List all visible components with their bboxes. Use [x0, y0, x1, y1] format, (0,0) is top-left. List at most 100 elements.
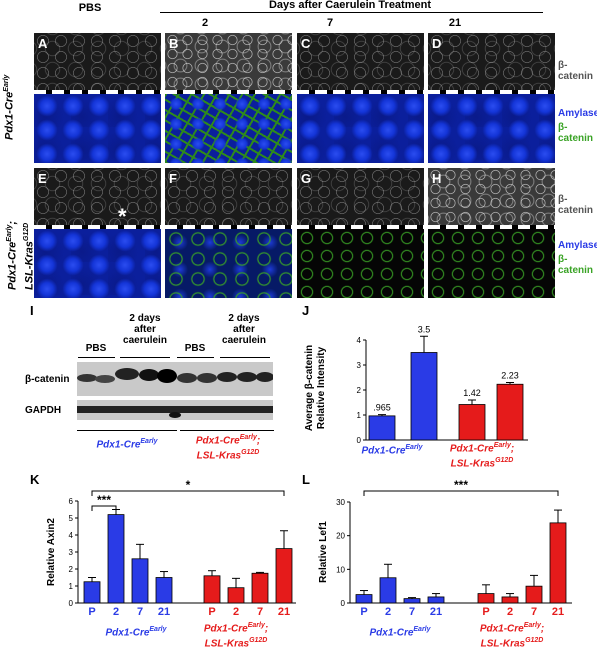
asterisk-marker: *: [118, 204, 127, 229]
bar: [458, 404, 486, 441]
wb-gapdh-label: GAPDH: [25, 405, 62, 416]
wb-rule-1: [78, 357, 115, 358]
category-label: 2: [233, 606, 239, 615]
category-label: P: [482, 606, 489, 615]
bar: [525, 585, 543, 604]
wb-bcat-blot: [77, 362, 274, 396]
wb-pbs-2: PBS: [184, 343, 206, 354]
category-label: 21: [278, 606, 290, 615]
data-label: 3.5: [418, 324, 431, 334]
wb-bcat-label: β-catenin: [25, 374, 70, 385]
y-tick-label: 4: [69, 531, 74, 540]
side-label-amylase-1: Amylase: [558, 108, 597, 119]
data-label: 1.42: [463, 388, 481, 398]
wb-geno-rule-2: [180, 430, 274, 431]
bar: [501, 596, 519, 604]
category-label: P: [208, 606, 215, 615]
chart-l-group-1: Pdx1-CreEarly: [369, 626, 431, 639]
header-day-21: 21: [448, 17, 462, 29]
y-tick-label: 2: [69, 565, 74, 574]
category-label: 2: [113, 606, 119, 615]
wb-genotype-2: Pdx1-CreEarly; LSL-KrasG12D: [195, 434, 261, 462]
category-label: 21: [158, 606, 170, 615]
panel-e: E *: [34, 168, 161, 298]
category-label: 21: [430, 606, 442, 615]
category-label: P: [360, 606, 367, 615]
wb-geno-rule-1: [77, 430, 177, 431]
category-label: 7: [531, 606, 537, 615]
bar: [131, 558, 149, 604]
wb-pbs-1: PBS: [85, 343, 107, 354]
chart-k-group-1: Pdx1-CreEarly: [105, 626, 167, 639]
panel-b: B: [165, 33, 292, 163]
significance-bracket: [91, 505, 117, 511]
data-label: 2.23: [501, 371, 519, 381]
y-tick-label: 6: [69, 497, 74, 506]
panel-k-letter: K: [30, 472, 40, 487]
row2-genotype-label: Pdx1-CreEarly; LSL-KrasG12D: [6, 220, 36, 290]
panel-d-label: D: [432, 36, 442, 51]
y-tick-label: 0: [357, 436, 362, 445]
side-label-amylase-2: Amylase: [558, 240, 597, 251]
bar: [410, 352, 438, 441]
y-tick-label: 3: [357, 361, 362, 370]
bar: [227, 587, 245, 604]
wb-rule-4: [220, 357, 270, 358]
panel-h: H: [428, 168, 555, 298]
significance-label: ***: [97, 493, 111, 507]
y-tick-label: 1: [357, 411, 362, 420]
bar: [355, 594, 373, 604]
panel-f-label: F: [169, 171, 177, 186]
wb-after-2: 2 days after caerulein: [222, 313, 266, 346]
wb-rule-3: [177, 357, 214, 358]
chart-j-group-1: Pdx1-CreEarly: [361, 444, 423, 457]
y-tick-label: 0: [341, 599, 346, 608]
panel-h-label: H: [432, 171, 442, 186]
significance-bracket: [91, 490, 285, 496]
significance-bracket: [363, 490, 559, 496]
bar: [403, 598, 421, 604]
panel-d: D: [428, 33, 555, 163]
header-day-2: 2: [201, 17, 209, 29]
header-rule: [160, 12, 543, 13]
category-label: 7: [257, 606, 263, 615]
row1-genotype-label: Pdx1-CreEarly: [3, 74, 16, 140]
category-label: 2: [507, 606, 513, 615]
panel-a: A: [34, 33, 161, 163]
panel-c: C: [297, 33, 424, 163]
significance-label: ***: [454, 480, 468, 492]
y-tick-label: 10: [336, 565, 345, 574]
y-axis-label: Relative Axin2: [46, 518, 57, 586]
header-day-7: 7: [326, 17, 334, 29]
bar: [83, 581, 101, 604]
wb-rule-2: [120, 357, 170, 358]
bar: [477, 593, 495, 604]
wb-gapdh-blot: [77, 400, 273, 420]
bar: [368, 415, 396, 441]
y-axis-label: Average β-cateninRelative Intensity: [304, 345, 327, 431]
bar: [496, 383, 524, 441]
panel-a-label: A: [38, 36, 48, 51]
bar: [427, 596, 445, 604]
y-tick-label: 20: [336, 532, 345, 541]
header-days-after: Days after Caerulein Treatment: [268, 0, 431, 11]
y-tick-label: 2: [357, 386, 362, 395]
category-label: 7: [409, 606, 415, 615]
wb-genotype-1: Pdx1-CreEarly: [96, 438, 158, 451]
side-label-bcat-green-2: β-catenin: [558, 254, 594, 276]
side-label-bcat-1: β-catenin: [558, 60, 594, 82]
chart-j-group-2: Pdx1-CreEarly; LSL-KrasG12D: [449, 442, 515, 470]
bar: [549, 522, 567, 604]
bar: [251, 572, 269, 604]
bar: [379, 577, 397, 604]
y-tick-label: 30: [336, 498, 345, 507]
bar: [107, 514, 125, 604]
category-label: 7: [137, 606, 143, 615]
y-tick-label: 5: [69, 514, 74, 523]
chart-j: 0 1 2 3 4 Average β-cateninRelative Intensity…: [304, 324, 528, 445]
category-label: 2: [385, 606, 391, 615]
panel-g-label: G: [301, 171, 312, 186]
panel-f: F: [165, 168, 292, 298]
panel-c-label: C: [301, 36, 311, 51]
significance-label: *: [186, 480, 191, 492]
